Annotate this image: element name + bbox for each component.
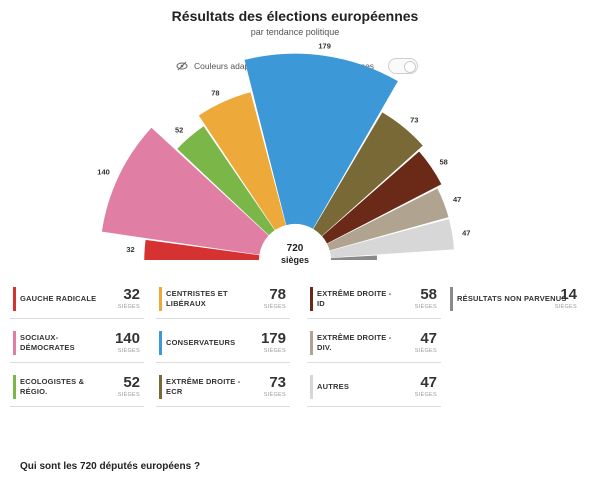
legend-seat-count: 47 [420, 330, 437, 347]
chart-subtitle: par tendance politique [250, 27, 340, 37]
legend-color-bar [310, 331, 313, 355]
hemicycle-segment[interactable] [329, 219, 455, 258]
legend-color-bar [450, 287, 453, 311]
hemicycle-segment[interactable] [177, 126, 275, 236]
hemicycle-segment[interactable] [322, 151, 442, 244]
hemicycle-segment[interactable] [144, 239, 260, 260]
hemicycle-segment[interactable] [327, 188, 449, 251]
total-seats-label: sièges [280, 255, 310, 265]
segment-seat-label: 32 [126, 245, 134, 254]
legend-seat-count: 58 [420, 286, 437, 303]
total-seats-number: 720 [286, 243, 304, 254]
legend-group-name: EXTRÊME DROITE - ECR [166, 377, 241, 396]
legend-color-bar [159, 331, 162, 355]
legend-color-bar [310, 287, 313, 311]
hemicycle-segment[interactable] [313, 112, 423, 236]
segment-seat-label: 47 [462, 228, 470, 237]
legend-seat-count: 32 [123, 286, 140, 303]
legend-seat-unit: SIÈGES [263, 392, 286, 398]
legend-seat-count: 140 [114, 330, 140, 347]
hemicycle-segment[interactable] [244, 53, 398, 229]
hemicycle-segment[interactable] [198, 92, 286, 231]
legend-item[interactable]: RÉSULTATS NON PARVENUS 14 SIÈGES [447, 280, 581, 318]
legend-color-bar [159, 287, 162, 311]
hemicycle-segment[interactable] [101, 127, 269, 255]
legend-seat-unit: SIÈGES [117, 304, 140, 310]
legend-group-name: SOCIAUX-DÉMOCRATES [20, 333, 75, 352]
legend-group-name: ECOLOGISTES & RÉGIO. [20, 377, 85, 396]
legend-item[interactable]: EXTRÊME DROITE - ECR 73 SIÈGES [156, 368, 290, 407]
legend-item[interactable]: CENTRISTES ET LIBÉRAUX 78 SIÈGES [156, 280, 290, 319]
segment-seat-label: 58 [440, 158, 448, 167]
legend-item[interactable]: GAUCHE RADICALE 32 SIÈGES [10, 280, 144, 319]
legend-color-bar [13, 287, 16, 311]
section-question: Qui sont les 720 députés européens ? [20, 461, 201, 472]
legend-group-name: RÉSULTATS NON PARVENUS [457, 294, 567, 303]
legend-color-bar [13, 331, 16, 355]
legend-item[interactable]: CONSERVATEURS 179 SIÈGES [156, 324, 290, 363]
toggle-knob [404, 61, 417, 73]
legend-group-name: EXTRÊME DROITE - ID [317, 289, 392, 308]
legend-seat-unit: SIÈGES [414, 304, 437, 310]
legend-item[interactable]: ECOLOGISTES & RÉGIO. 52 SIÈGES [10, 368, 144, 407]
legend-group-name: CONSERVATEURS [166, 338, 236, 347]
segment-seat-label: 78 [211, 89, 219, 98]
legend-seat-count: 47 [420, 374, 437, 391]
segment-seat-label: 47 [453, 195, 461, 204]
legend-seat-unit: SIÈGES [117, 392, 140, 398]
legend-color-bar [310, 375, 313, 399]
legend-seat-count: 14 [560, 286, 577, 303]
legend-seat-count: 78 [269, 286, 286, 303]
legend-item[interactable]: EXTRÊME DROITE - ID 58 SIÈGES [307, 280, 441, 319]
chart-title: Résultats des élections européennes [171, 8, 419, 24]
segment-seat-label: 140 [97, 168, 110, 177]
legend-seat-count: 52 [123, 374, 140, 391]
segment-seat-label: 73 [410, 116, 418, 125]
legend-color-bar [13, 375, 16, 399]
hemicycle-chart: 32 140 52 78 179 73 58 47 47 [97, 42, 470, 260]
legend-group-name: EXTRÊME DROITE - DIV. [317, 333, 392, 352]
legend-seat-count: 73 [269, 374, 286, 391]
legend-item[interactable]: AUTRES 47 SIÈGES [307, 368, 441, 407]
segment-seat-label: 179 [318, 42, 331, 51]
legend-group-name: AUTRES [317, 382, 350, 391]
legend-seat-unit: SIÈGES [263, 304, 286, 310]
legend-item[interactable]: EXTRÊME DROITE - DIV. 47 SIÈGES [307, 324, 441, 363]
eye-slash-icon [176, 61, 188, 71]
segment-seat-label: 52 [175, 125, 183, 134]
hemicycle-segment[interactable] [330, 255, 377, 260]
legend-group-name: GAUCHE RADICALE [20, 294, 97, 303]
legend-seat-unit: SIÈGES [414, 348, 437, 354]
legend-seat-unit: SIÈGES [554, 304, 577, 310]
legend-seat-unit: SIÈGES [117, 348, 140, 354]
legend-group-name: CENTRISTES ET LIBÉRAUX [166, 289, 228, 308]
legend-item[interactable]: SOCIAUX-DÉMOCRATES 140 SIÈGES [10, 324, 144, 363]
colorblind-toggle[interactable] [388, 58, 419, 74]
legend-seat-unit: SIÈGES [263, 348, 286, 354]
legend-seat-unit: SIÈGES [414, 392, 437, 398]
legend-color-bar [159, 375, 162, 399]
legend-seat-count: 179 [260, 330, 286, 347]
